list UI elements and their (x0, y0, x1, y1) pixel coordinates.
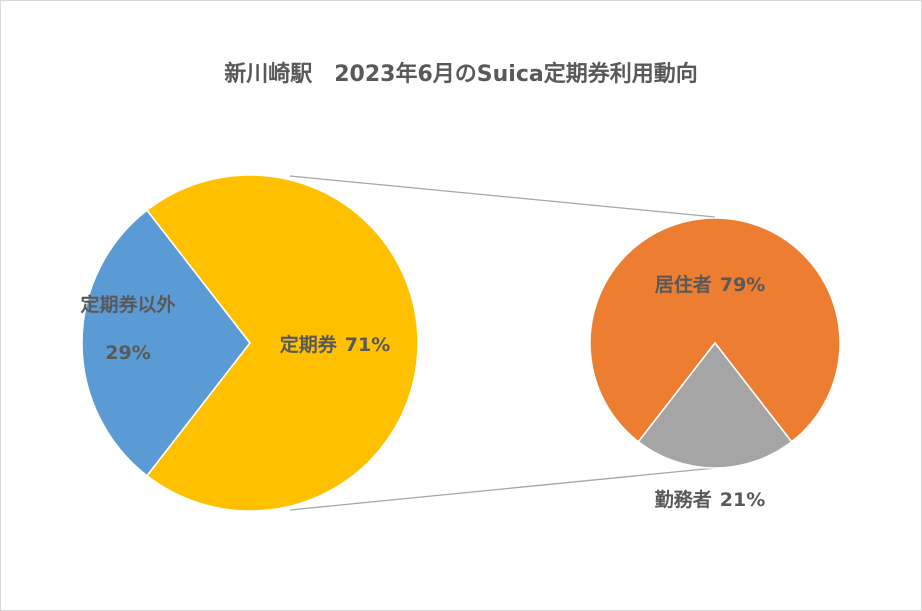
pie-slice (81, 209, 251, 477)
pie-slice (145, 174, 419, 512)
value-label: 71% (345, 334, 390, 356)
data-label: 定期券以外 29% (80, 293, 175, 364)
chart-title: 新川崎駅 2023年6月のSuica定期券利用動向 (224, 61, 697, 87)
data-label: 居住者 79% (655, 273, 766, 296)
category-label: 居住者 (655, 273, 712, 296)
category-label: 定期券以外 (80, 293, 175, 316)
connector-line (289, 467, 716, 511)
value-label: 79% (720, 274, 765, 296)
data-label: 定期券 71% (280, 333, 391, 356)
connector-line (289, 175, 716, 218)
category-label: 定期券 (280, 333, 338, 356)
category-label: 勤務者 (655, 488, 712, 511)
pie-slice (589, 217, 841, 443)
data-label: 勤務者 21% (655, 488, 766, 511)
value-label: 21% (720, 489, 765, 511)
pie-slice (637, 341, 793, 469)
value-label: 29% (105, 342, 150, 364)
